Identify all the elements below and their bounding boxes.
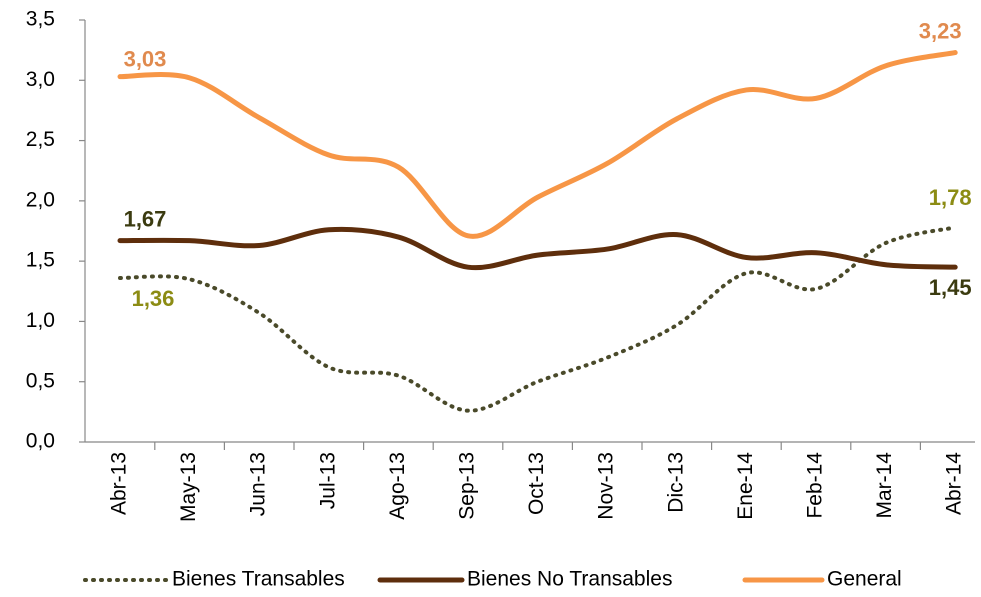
value-label: 1,36 — [132, 286, 175, 311]
y-tick-label: 0,5 — [26, 369, 55, 392]
x-tick-label: Abr-14 — [943, 452, 966, 515]
x-tick-label: Ene-14 — [734, 452, 757, 520]
x-tick-label: Jul-13 — [316, 452, 339, 509]
x-tick-label: Abr-13 — [108, 452, 131, 515]
value-label: 3,03 — [124, 46, 167, 71]
value-label: 1,45 — [929, 275, 972, 300]
x-tick-label: Mar-14 — [873, 452, 896, 519]
x-tick-label: Feb-14 — [804, 452, 827, 519]
x-tick-label: Dic-13 — [664, 452, 687, 513]
y-tick-label: 2,0 — [26, 188, 55, 211]
y-tick-label: 2,5 — [26, 128, 55, 151]
legend-label: Bienes Transables — [172, 568, 345, 591]
y-tick-label: 0,0 — [26, 430, 55, 453]
legend-label: General — [827, 568, 902, 591]
y-tick-label: 3,0 — [26, 68, 55, 91]
y-tick-label: 1,0 — [26, 309, 55, 332]
y-tick-label: 3,5 — [26, 8, 55, 31]
x-tick-label: Nov-13 — [595, 452, 618, 520]
x-tick-label: May-13 — [177, 452, 200, 522]
x-tick-label: Jun-13 — [247, 452, 270, 516]
x-tick-label: Sep-13 — [456, 452, 479, 520]
x-tick-label: Ago-13 — [386, 452, 409, 520]
y-tick-label: 1,5 — [26, 249, 55, 272]
value-label: 1,78 — [929, 185, 972, 210]
x-tick-label: Oct-13 — [525, 452, 548, 515]
legend-label: Bienes No Transables — [467, 568, 672, 591]
value-label: 1,67 — [124, 206, 167, 231]
value-label: 3,23 — [919, 18, 962, 43]
series-line — [117, 50, 958, 239]
series-line — [117, 226, 958, 271]
